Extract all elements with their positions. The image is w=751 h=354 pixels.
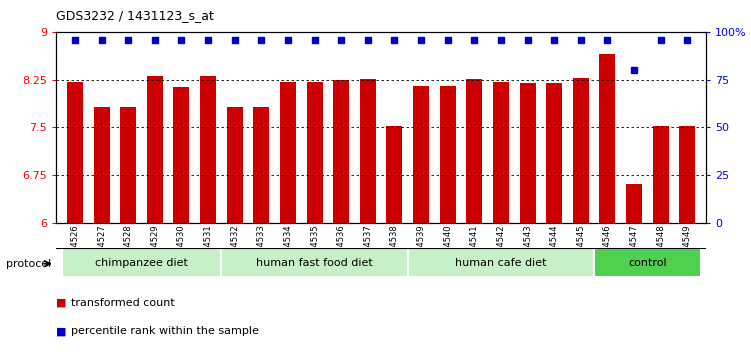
Text: ■: ■ (56, 298, 67, 308)
Bar (200, 76, 216, 223)
Text: chimpanzee diet: chimpanzee diet (95, 258, 188, 268)
Bar (67, 81, 83, 223)
Text: GDS3232 / 1431123_s_at: GDS3232 / 1431123_s_at (56, 9, 214, 22)
Bar (222, 249, 408, 277)
Bar (413, 86, 429, 223)
Bar (94, 107, 110, 223)
Bar (439, 86, 456, 223)
Bar (599, 54, 615, 223)
Text: transformed count: transformed count (71, 298, 175, 308)
Bar (653, 126, 668, 223)
Bar (62, 249, 222, 277)
Text: ■: ■ (56, 326, 67, 336)
Bar (280, 81, 296, 223)
Text: percentile rank within the sample: percentile rank within the sample (71, 326, 259, 336)
Bar (306, 81, 323, 223)
Bar (520, 83, 535, 223)
Text: protocol: protocol (6, 259, 51, 269)
Bar (120, 107, 136, 223)
Bar (147, 76, 163, 223)
Bar (466, 79, 482, 223)
Bar (408, 249, 594, 277)
Bar (546, 83, 562, 223)
Bar (333, 80, 349, 223)
Bar (626, 183, 642, 223)
Bar (594, 249, 701, 277)
Bar (387, 126, 403, 223)
Text: human cafe diet: human cafe diet (455, 258, 547, 268)
Bar (360, 79, 376, 223)
Text: control: control (628, 258, 667, 268)
Bar (227, 107, 243, 223)
Bar (680, 126, 695, 223)
Text: human fast food diet: human fast food diet (256, 258, 373, 268)
Bar (173, 87, 189, 223)
Bar (253, 107, 270, 223)
Bar (493, 81, 509, 223)
Bar (573, 78, 589, 223)
